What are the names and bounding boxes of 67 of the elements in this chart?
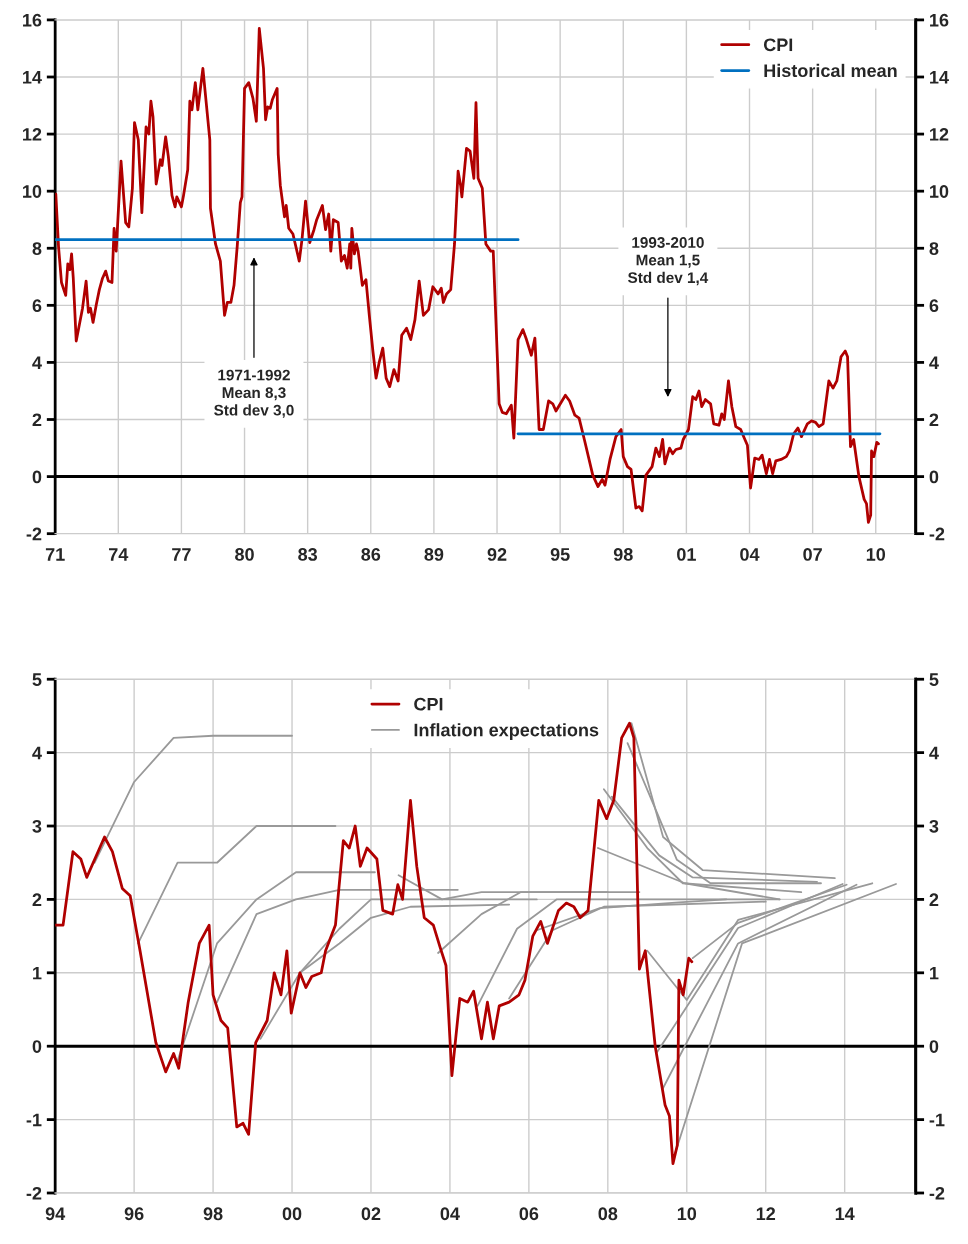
y2-tick-label: 5 — [929, 673, 939, 686]
y-tick-label: 14 — [23, 71, 42, 84]
x-tick-label: 10 — [866, 548, 886, 561]
x-tick-label: 08 — [598, 1207, 618, 1221]
y-tick-label: 12 — [23, 128, 42, 141]
y2-tick-label: 0 — [929, 470, 939, 484]
y2-tick-label: -2 — [929, 527, 945, 541]
x-tick-label: 04 — [440, 1207, 460, 1221]
x-tick-label: 92 — [487, 548, 507, 561]
y-tick-label: 2 — [32, 893, 42, 906]
x-tick-label: 98 — [203, 1207, 223, 1221]
y-tick-label: 2 — [32, 413, 42, 427]
x-tick-label: 95 — [550, 548, 570, 561]
y2-tick-label: 4 — [929, 356, 939, 369]
x-tick-label: 10 — [677, 1207, 697, 1221]
x-tick-label: 04 — [740, 548, 760, 561]
y-tick-label: 16 — [23, 13, 42, 27]
annotation: 1993-2010 Mean 1,5 Std dev 1,4 — [628, 237, 709, 286]
y-tick-label: 8 — [32, 242, 42, 255]
x-tick-label: 14 — [835, 1207, 855, 1220]
y-tick-label: 4 — [32, 356, 42, 369]
x-tick-label: 01 — [677, 548, 696, 561]
legend-label: CPI — [763, 38, 793, 52]
y-tick-label: -2 — [26, 1186, 42, 1200]
y2-tick-label: 4 — [929, 746, 939, 760]
y-tick-label: 0 — [32, 1040, 42, 1053]
x-tick-label: 96 — [124, 1207, 144, 1221]
x-tick-label: 02 — [361, 1207, 381, 1221]
x-tick-label: 77 — [172, 548, 191, 561]
y-tick-label: 3 — [32, 819, 42, 833]
x-tick-label: 06 — [519, 1207, 539, 1221]
legend-label: CPI — [414, 697, 443, 711]
y2-tick-label: 3 — [929, 819, 939, 833]
y2-tick-label: -1 — [929, 1113, 945, 1127]
y2-tick-label: 2 — [929, 893, 939, 906]
y2-tick-label: 2 — [929, 413, 939, 427]
y-tick-label: 1 — [33, 966, 42, 980]
x-tick-label: 74 — [109, 548, 129, 561]
y2-tick-label: 10 — [930, 185, 949, 198]
x-tick-label: 94 — [45, 1207, 66, 1221]
y-tick-label: 6 — [32, 299, 42, 313]
y2-tick-label: -2 — [929, 1186, 945, 1200]
x-tick-label: 86 — [361, 548, 381, 561]
x-tick-label: 00 — [282, 1207, 302, 1221]
y2-tick-label: 12 — [930, 128, 949, 141]
y2-tick-label: 8 — [929, 242, 939, 255]
x-tick-label: 83 — [298, 548, 318, 561]
y-tick-label: 0 — [32, 470, 42, 484]
y-tick-label: 5 — [32, 673, 42, 686]
x-tick-label: 12 — [756, 1207, 776, 1220]
y2-tick-label: 0 — [929, 1040, 939, 1053]
y2-tick-label: 14 — [930, 71, 949, 84]
y-tick-label: 10 — [23, 185, 42, 198]
y2-tick-label: 1 — [930, 966, 939, 980]
annotation: 1971-1992 Mean 8,3 Std dev 3,0 — [214, 369, 294, 418]
y-tick-label: -2 — [26, 527, 42, 541]
y-tick-label: 4 — [32, 746, 42, 760]
x-tick-label: 80 — [235, 548, 254, 561]
x-tick-label: 98 — [613, 548, 633, 561]
y2-tick-label: 16 — [930, 13, 949, 27]
x-tick-label: 07 — [803, 548, 822, 561]
y-tick-label: -1 — [26, 1113, 42, 1127]
x-tick-label: 71 — [45, 548, 65, 561]
y2-tick-label: 6 — [929, 299, 939, 313]
x-tick-label: 89 — [424, 548, 444, 561]
legend-label: Historical mean — [764, 63, 897, 78]
legend-label: Inflation expectations — [414, 723, 599, 740]
